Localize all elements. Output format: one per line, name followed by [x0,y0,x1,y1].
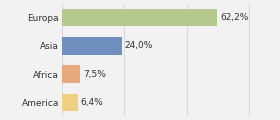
Bar [62,9,217,26]
Bar [62,65,80,83]
Text: 62,2%: 62,2% [220,13,249,22]
Text: 7,5%: 7,5% [83,70,106,79]
Text: 6,4%: 6,4% [81,98,103,107]
Bar [62,94,78,111]
Bar [62,37,122,55]
Text: 24,0%: 24,0% [125,41,153,50]
